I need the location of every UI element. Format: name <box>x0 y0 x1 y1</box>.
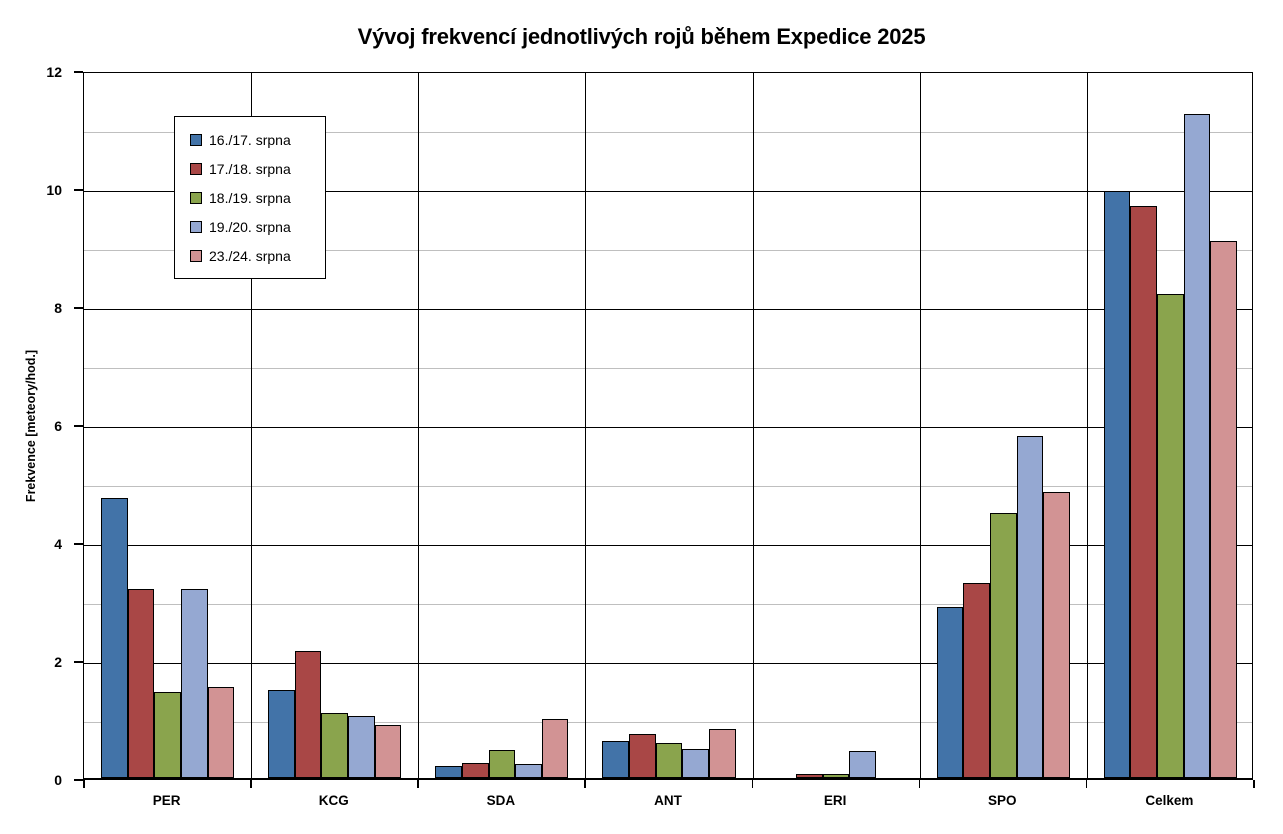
bar-sda-s2 <box>461 763 489 778</box>
bar-eri-s3 <box>822 773 850 778</box>
gridline-minor <box>84 604 1252 605</box>
bar-per-s2 <box>127 589 155 778</box>
gridline-minor <box>84 368 1252 369</box>
x-tick <box>584 780 586 788</box>
y-tick-label: 6 <box>54 418 62 434</box>
legend-swatch-icon <box>190 133 202 146</box>
bar-kcg-s2 <box>294 651 322 778</box>
x-tick <box>250 780 252 788</box>
bar-spo-s2 <box>963 583 990 778</box>
legend-item: 19./20. srpna <box>190 212 325 241</box>
y-tick-label: 8 <box>54 300 62 316</box>
x-category-label: SDA <box>486 793 516 808</box>
x-tick <box>83 780 85 788</box>
gridline-minor <box>84 722 1252 723</box>
bar-eri-s2 <box>796 774 823 778</box>
x-tick <box>1253 780 1255 788</box>
plot-area <box>83 72 1253 780</box>
y-tick <box>74 189 83 191</box>
bar-ant-s3 <box>655 742 683 778</box>
y-tick <box>74 779 83 781</box>
gridline-major <box>84 309 1252 310</box>
legend-item: 16./17. srpna <box>190 125 325 154</box>
x-category-label: SPO <box>988 793 1017 808</box>
y-tick-label: 12 <box>46 64 62 80</box>
gridline-major <box>84 545 1252 546</box>
legend-label: 16./17. srpna <box>209 131 291 148</box>
gridline-major <box>84 427 1252 428</box>
bar-celkem-s3 <box>1157 294 1184 778</box>
gridline-vertical <box>585 73 587 778</box>
x-tick <box>918 780 921 788</box>
bar-sda-s4 <box>515 764 542 778</box>
gridline-vertical <box>418 73 420 778</box>
x-category-label: ANT <box>654 793 682 808</box>
bar-ant-s5 <box>708 729 736 778</box>
bar-ant-s4 <box>682 748 709 778</box>
y-tick <box>74 661 83 663</box>
gridline-vertical <box>1086 73 1088 778</box>
bar-per-s4 <box>180 589 208 778</box>
gridline-vertical <box>752 73 754 778</box>
y-tick <box>74 425 83 427</box>
bar-celkem-s1 <box>1103 190 1131 778</box>
bar-spo-s4 <box>1016 435 1044 778</box>
x-tick <box>417 780 419 788</box>
x-tick <box>1085 780 1088 788</box>
legend-item: 17./18. srpna <box>190 154 325 183</box>
gridline-minor <box>84 132 1252 133</box>
y-tick-label: 4 <box>54 536 62 552</box>
gridline-major <box>84 663 1252 664</box>
x-tick <box>751 780 754 788</box>
gridline-minor <box>84 486 1252 487</box>
bar-kcg-s4 <box>348 716 375 778</box>
bar-eri-s4 <box>849 751 877 778</box>
x-category-label: Celkem <box>1145 793 1194 808</box>
gridline-major <box>84 191 1252 192</box>
bar-sda-s3 <box>488 749 516 778</box>
legend-swatch-icon <box>190 249 202 262</box>
bar-spo-s1 <box>936 606 964 778</box>
bar-ant-s2 <box>629 733 656 778</box>
chart-title: Vývoj frekvencí jednotlivých rojů během … <box>357 24 926 49</box>
bar-celkem-s5 <box>1210 241 1237 778</box>
legend-label: 18./19. srpna <box>209 189 291 206</box>
x-category-label: KCG <box>318 793 349 808</box>
legend: 16./17. srpna 17./18. srpna 18./19. srpna 1… <box>174 116 326 279</box>
legend-item: 18./19. srpna <box>190 183 325 212</box>
gridline-minor <box>84 250 1252 251</box>
bar-per-s5 <box>207 686 235 778</box>
legend-label: 23./24. srpna <box>209 247 291 264</box>
bar-celkem-s4 <box>1183 114 1211 778</box>
x-category-label: ERI <box>823 793 847 808</box>
bar-sda-s1 <box>435 766 462 778</box>
bar-kcg-s5 <box>374 724 402 778</box>
bar-kcg-s1 <box>268 689 295 778</box>
legend-swatch-icon <box>190 191 202 204</box>
bar-ant-s1 <box>602 740 630 778</box>
legend-swatch-icon <box>190 162 202 175</box>
y-tick <box>74 71 83 73</box>
bar-per-s3 <box>154 692 181 778</box>
y-tick-label: 2 <box>54 654 62 670</box>
bar-spo-s3 <box>989 512 1017 778</box>
x-category-label: PER <box>152 793 181 808</box>
bar-spo-s5 <box>1043 491 1070 778</box>
bar-kcg-s3 <box>321 713 349 778</box>
y-tick <box>74 543 83 545</box>
legend-swatch-icon <box>190 220 202 233</box>
legend-label: 17./18. srpna <box>209 160 291 177</box>
y-tick-label: 10 <box>46 182 62 198</box>
gridline-vertical <box>919 73 921 778</box>
legend-item: 23./24. srpna <box>190 241 325 270</box>
y-tick-label: 0 <box>54 772 62 788</box>
bar-sda-s5 <box>541 719 569 778</box>
gridline-vertical <box>251 73 253 778</box>
legend-label: 19./20. srpna <box>209 218 291 235</box>
y-tick <box>74 307 83 309</box>
bar-per-s1 <box>101 497 128 778</box>
bar-celkem-s2 <box>1130 205 1158 778</box>
